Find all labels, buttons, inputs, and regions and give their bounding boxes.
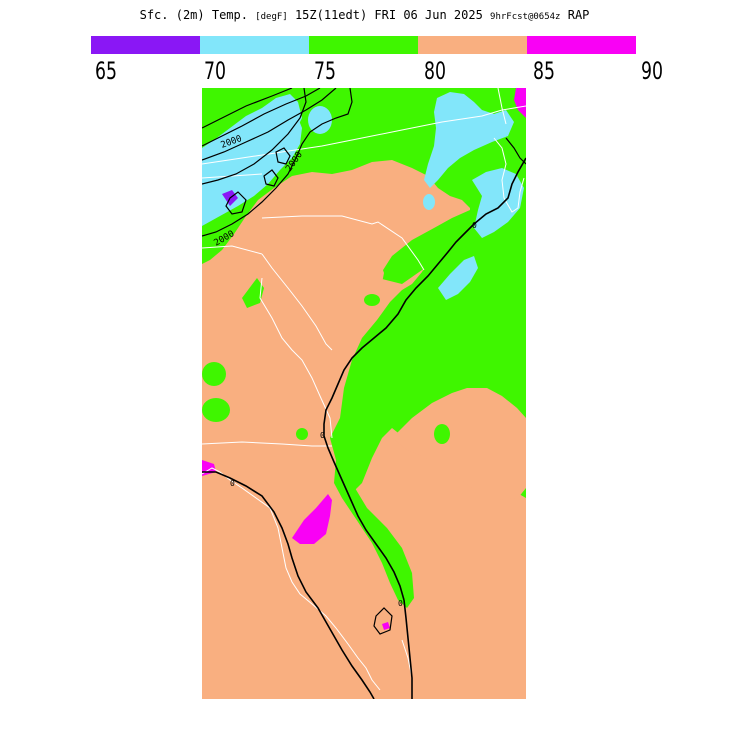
legend-tick-85: 85	[532, 57, 555, 85]
color-legend	[91, 36, 636, 54]
gulf-coastline	[202, 471, 375, 699]
temp-75-80-region-coast	[378, 210, 482, 284]
temp-70-75-region-mountains	[202, 94, 302, 203]
contour-label-zero-2: 0	[320, 431, 325, 440]
temp-80-85-region-sc	[202, 220, 384, 358]
lake-okeechobee-contour	[373, 607, 393, 635]
title-units: [degF]	[255, 12, 288, 22]
contour-label-zero-3: 0	[230, 479, 235, 488]
legend-swatch-75-80	[309, 36, 418, 54]
legend-tick-80: 80	[423, 57, 446, 85]
legend-swatch-85-90	[527, 36, 636, 54]
temp-75-80-blob-5	[296, 428, 308, 440]
chart-title: Sfc. (2m) Temp. [degF] 15Z(11edt) FRI 06…	[0, 8, 729, 22]
temp-85-90-spot-lake	[382, 622, 390, 630]
florida-east-coast	[403, 599, 413, 699]
legend-swatch-70-75	[200, 36, 309, 54]
legend-swatch-65-70	[91, 36, 200, 54]
contour-label-zero-1: 0	[472, 221, 477, 230]
title-main: Sfc. (2m) Temp.	[139, 8, 248, 22]
temp-75-80-blob-4	[364, 294, 380, 306]
temp-85-90-region-central-fl	[292, 494, 332, 544]
temp-70-75-region-outerbanks	[438, 256, 478, 300]
legend-tick-70: 70	[203, 57, 226, 85]
contour-label-zero-4: 0	[398, 599, 403, 608]
temp-70-75-region-virginia	[424, 92, 514, 188]
temp-80-85-region-offshore	[392, 388, 526, 500]
temp-75-80-blob-1	[202, 398, 230, 422]
temp-85-90-region-ne-corner	[514, 88, 526, 118]
legend-swatch-80-85	[418, 36, 527, 54]
title-model: RAP	[567, 8, 590, 22]
contour-lines	[202, 88, 526, 237]
title-time: 15Z(11edt) FRI 06 Jun 2025	[294, 8, 483, 22]
temp-75-80-blob-3	[242, 278, 264, 308]
temp-75-80-region-north	[202, 88, 526, 498]
temp-75-80-blob-6	[434, 424, 450, 444]
temp-75-80-blob-2	[202, 362, 226, 386]
title-forecast: 9hrFcst@0654z	[490, 12, 561, 22]
temp-70-75-blob-wv	[308, 106, 332, 134]
legend-tick-75: 75	[313, 57, 336, 85]
legend-tick-90: 90	[640, 57, 663, 85]
atlantic-coastline	[323, 157, 526, 601]
legend-tick-65: 65	[94, 57, 117, 85]
state-boundaries	[202, 88, 526, 691]
temperature-map: 2000 2000 2000 0 0 0 0	[202, 88, 526, 699]
temp-70-75-blob-va	[423, 194, 435, 210]
